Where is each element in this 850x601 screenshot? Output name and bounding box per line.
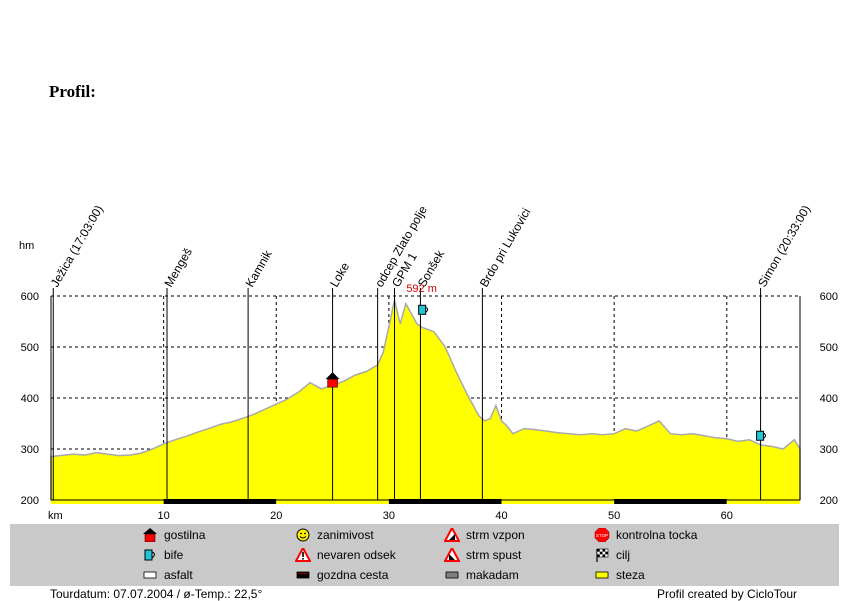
legend-item-label: gozdna cesta: [317, 568, 389, 582]
waypoint-label: Kamnik: [243, 247, 276, 290]
y-axis-label: hm: [19, 240, 34, 252]
chart-axes: [50, 296, 801, 501]
x-tick-label: 30: [383, 510, 395, 522]
legend-item: makadam: [444, 568, 519, 582]
legend-item-label: zanimivost: [317, 528, 374, 542]
svg-text:STOP: STOP: [596, 533, 608, 538]
kontrolna-tocka-icon: STOP: [594, 527, 610, 543]
x-tick-label: 50: [608, 510, 620, 522]
y-tick-label-right: 500: [820, 342, 838, 354]
tour-date-temperature: Tourdatum: 07.07.2004 / ø-Temp.: 22,5°: [50, 587, 263, 601]
surface-segment: [163, 499, 277, 504]
y-tick-label-right: 200: [820, 495, 838, 507]
legend-item: gozdna cesta: [295, 568, 388, 582]
strm-vzpon-icon: [443, 525, 461, 542]
surface-segment: [51, 499, 164, 504]
elevation-profile-chart: 200 200 300 300 400 400 500 500 600 600 10 20 30 40 5…: [19, 203, 838, 522]
legend-item-label: strm vzpon: [466, 528, 525, 542]
legend-item-label: cilj: [616, 548, 630, 562]
strm-spust-icon: [443, 545, 461, 562]
legend-item-label: asfalt: [164, 568, 193, 582]
x-tick-label: 20: [270, 510, 282, 522]
legend-item: asfalt: [142, 568, 193, 582]
bife-marker-icon: [418, 304, 429, 315]
surface-segment: [388, 499, 502, 504]
legend-item: cilj: [594, 548, 630, 562]
x-axis-label: km: [48, 510, 63, 522]
makadam-icon: [444, 568, 460, 582]
x-tick-label: 40: [495, 510, 507, 522]
legend-item-label: strm spust: [466, 548, 522, 562]
page-title: Profil:: [49, 82, 96, 101]
max-elevation-label: 592 m: [406, 283, 437, 295]
gostilna-icon: [142, 528, 158, 543]
legend-item: gostilna: [142, 528, 206, 543]
surface-segments: [51, 499, 800, 504]
surface-segment: [614, 499, 727, 504]
legend-item-label: kontrolna tocka: [616, 528, 698, 542]
asfalt-icon: [142, 568, 158, 582]
y-tick-label-left: 300: [21, 444, 39, 456]
legend-item-label: steza: [616, 568, 645, 582]
legend-item-label: gostilna: [164, 528, 206, 542]
gostilna-marker-icon: [325, 372, 340, 388]
gozdna-cesta-icon: [295, 568, 311, 582]
y-tick-label-left: 400: [21, 393, 39, 405]
waypoint-label: Loke: [327, 260, 352, 290]
legend-item-label: bife: [164, 548, 184, 562]
elevation-profile-area: [50, 299, 801, 501]
y-tick-label-right: 400: [820, 393, 838, 405]
waypoint-label: Simon (20:33:00): [755, 203, 813, 290]
y-tick-labels: 200 200 300 300 400 400 500 500 600 600: [21, 291, 838, 507]
waypoint-label: Brdo pri Lukovici: [477, 206, 533, 290]
waypoint-label: Ježica (17:03:00): [48, 203, 106, 290]
legend-item: nevaren odsek: [294, 545, 396, 562]
bife-marker-icon: [756, 430, 767, 441]
y-tick-label-left: 200: [21, 495, 39, 507]
steza-icon: [594, 568, 610, 582]
cilj-icon: [594, 548, 610, 562]
x-tick-label: 10: [158, 510, 170, 522]
legend-item: strm vzpon: [443, 525, 525, 542]
y-tick-label-right: 600: [820, 291, 838, 303]
legend-panel: gostilna zanimivost strm vzpon STOP kontroln…: [10, 524, 839, 586]
x-tick-label: 60: [721, 510, 733, 522]
nevaren-odsek-icon: [294, 545, 312, 562]
y-tick-label-right: 300: [820, 444, 838, 456]
legend-item: zanimivost: [295, 528, 374, 542]
x-tick-labels: 10 20 30 40 50 60: [158, 510, 733, 522]
legend-item: strm spust: [443, 545, 522, 562]
surface-segment: [501, 499, 615, 504]
legend-item: bife: [142, 548, 183, 562]
surface-segment: [276, 499, 389, 504]
legend-item: steza: [594, 568, 645, 582]
y-tick-label-left: 600: [21, 291, 39, 303]
waypoint-label: Mengeš: [161, 246, 194, 290]
poi-markers: [325, 304, 767, 441]
legend-item-label: nevaren odsek: [317, 548, 396, 562]
zanimivost-icon: [295, 528, 311, 542]
legend-item: STOP kontrolna tocka: [594, 527, 698, 543]
bife-icon: [142, 548, 158, 562]
surface-segment: [726, 499, 800, 504]
y-tick-label-left: 500: [21, 342, 39, 354]
created-by-credit: Profil created by CicloTour: [657, 587, 798, 601]
legend-item-label: makadam: [466, 568, 519, 582]
